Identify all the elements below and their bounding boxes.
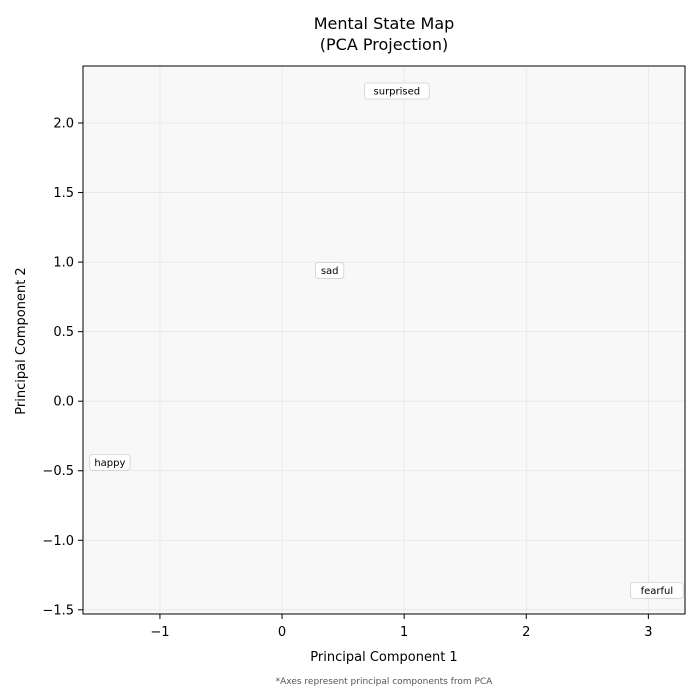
plot-frame (82, 65, 686, 615)
x-tick-label: −1 (150, 625, 169, 640)
point-label-box (630, 581, 684, 599)
x-tick-label: 3 (644, 625, 652, 640)
y-tick-label: 2.0 (53, 117, 74, 132)
x-tick-label: 2 (522, 625, 530, 640)
chart-title-line1: Mental State Map (314, 14, 455, 33)
point-label-box (315, 262, 345, 279)
point-label: happy (94, 458, 125, 469)
data-point: sad (315, 262, 345, 279)
point-label: surprised (374, 87, 421, 98)
data-point: happy (89, 453, 131, 471)
x-tick-label: 0 (278, 625, 286, 640)
point-label-box (89, 453, 131, 471)
y-axis-ticks: −1.5 −1.0 −0.5 0.0 0.5 1.0 1.5 2.0 (42, 117, 83, 618)
x-tick-label: 1 (400, 625, 408, 640)
y-tick-label: −1.0 (42, 534, 74, 549)
grid (83, 66, 685, 614)
y-tick-label: −1.5 (42, 603, 74, 618)
x-axis-label: Principal Component 1 (310, 650, 457, 665)
footnote: *Axes represent principal components fro… (276, 677, 494, 687)
point-label: fearful (641, 586, 674, 597)
y-axis-label: Principal Component 2 (14, 267, 29, 414)
y-tick-label: 1.5 (53, 186, 74, 201)
data-point: surprised (363, 82, 430, 100)
y-tick-label: −0.5 (42, 464, 74, 479)
y-tick-label: 0.0 (53, 395, 74, 410)
data-points: surprised sad happy fearful (89, 82, 684, 599)
plot-area (83, 66, 685, 614)
x-axis-ticks: −1 0 1 2 3 (150, 614, 653, 640)
y-tick-label: 1.0 (53, 256, 74, 271)
data-point: fearful (630, 581, 684, 599)
point-label: sad (321, 266, 339, 277)
chart-title-line2: (PCA Projection) (320, 35, 448, 54)
point-label-box (363, 82, 430, 100)
y-tick-label: 0.5 (53, 325, 74, 340)
